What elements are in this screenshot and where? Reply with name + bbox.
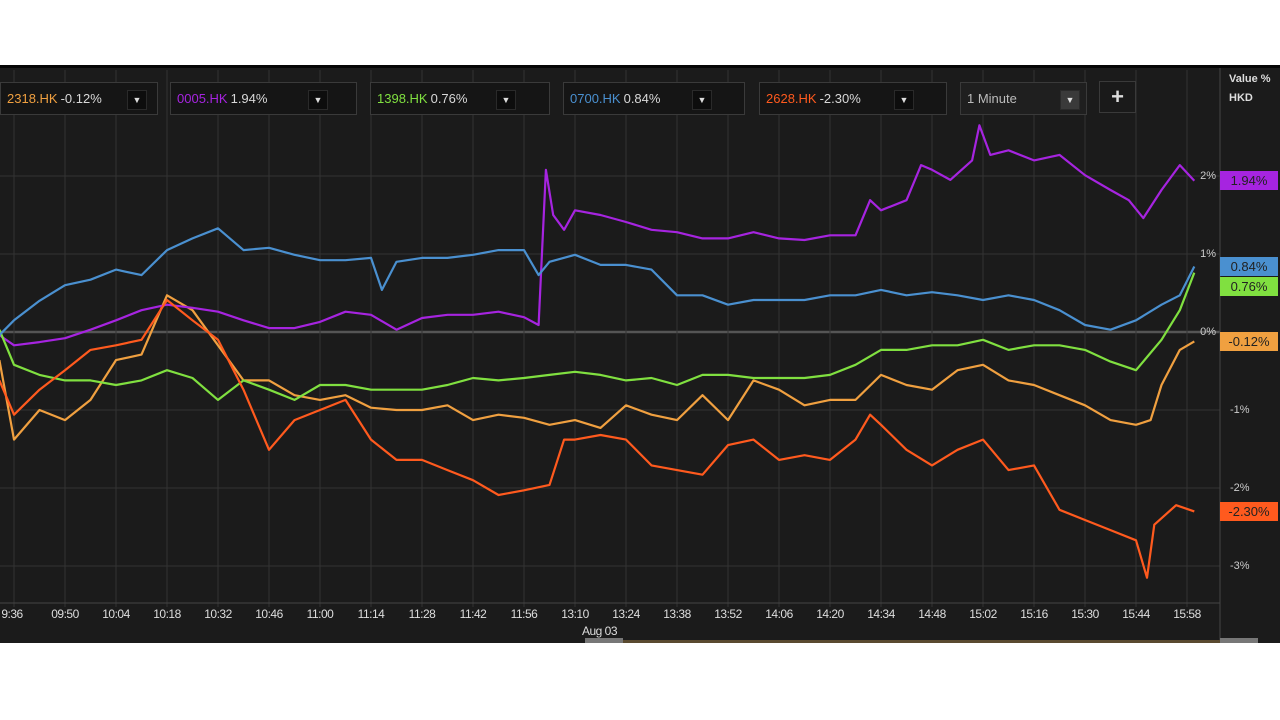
- last-value-badge-2318: -0.12%: [1220, 331, 1278, 351]
- x-tick-label: 14:20: [816, 607, 844, 621]
- series-line-0005: [0, 124, 1196, 347]
- x-tick-label: 15:02: [969, 607, 997, 621]
- x-tick-label: 9:36: [1, 607, 23, 621]
- y-tick-label: 2%: [1200, 169, 1216, 182]
- series-lines: [0, 124, 1196, 579]
- symbol-change: -2.30%: [819, 91, 861, 106]
- x-tick-label: 11:28: [408, 607, 436, 621]
- y-tick-label: 1%: [1200, 247, 1216, 260]
- axis-unit-label: Value %: [1229, 73, 1271, 85]
- x-tick-label: 11:56: [510, 607, 538, 621]
- triangle-down-icon[interactable]: ▼: [894, 90, 914, 110]
- symbol-change: -0.12%: [60, 91, 102, 106]
- y-tick-label: -1%: [1230, 403, 1250, 416]
- y-tick-label: -2%: [1230, 481, 1250, 494]
- add-symbol-button[interactable]: +: [1099, 81, 1136, 113]
- interval-select[interactable]: 1 Minute ▼: [960, 82, 1087, 115]
- symbol-change: 1.94%: [230, 91, 268, 106]
- series-line-0700: [0, 227, 1196, 336]
- currency-label: HKD: [1229, 92, 1253, 104]
- triangle-down-icon[interactable]: ▼: [692, 90, 712, 110]
- symbol-change: 0.76%: [430, 91, 468, 106]
- x-tick-label: 14:34: [867, 607, 895, 621]
- x-tick-label: 09:50: [51, 607, 79, 621]
- last-value-badge-0005: 1.94%: [1220, 171, 1278, 191]
- symbol-ticker: 1398.HK: [377, 91, 428, 106]
- symbol-selector-2318[interactable]: 2318.HK -0.12% ▼: [0, 82, 158, 115]
- series-line-2318: [0, 294, 1195, 441]
- grid: [0, 68, 1221, 643]
- series-line-2628: [0, 298, 1195, 579]
- scrollbar-right-handle[interactable]: [1220, 638, 1258, 643]
- x-tick-label: 15:58: [1173, 607, 1201, 621]
- last-value-badge-2628: -2.30%: [1220, 501, 1278, 521]
- symbol-ticker: 2628.HK: [766, 91, 817, 106]
- x-tick-label: 13:24: [612, 607, 640, 621]
- y-tick-label: -3%: [1230, 559, 1250, 572]
- x-date-label: Aug 03: [582, 624, 618, 638]
- interval-value: 1 Minute: [967, 91, 1017, 106]
- time-scrollbar[interactable]: [585, 640, 1258, 643]
- x-tick-label: 15:30: [1071, 607, 1099, 621]
- series-line-1398: [0, 272, 1196, 401]
- x-tick-label: 13:38: [663, 607, 691, 621]
- x-tick-label: 14:48: [918, 607, 946, 621]
- x-tick-label: 11:42: [459, 607, 487, 621]
- y-tick-label: 0%: [1200, 325, 1216, 338]
- symbol-selector-2628[interactable]: 2628.HK -2.30% ▼: [759, 82, 947, 115]
- x-tick-label: 10:46: [255, 607, 283, 621]
- symbol-selector-0700[interactable]: 0700.HK 0.84% ▼: [563, 82, 745, 115]
- x-tick-label: 15:16: [1020, 607, 1048, 621]
- last-value-badge-1398: 0.76%: [1220, 276, 1278, 296]
- last-value-badge-0700: 0.84%: [1220, 256, 1278, 276]
- triangle-down-icon[interactable]: ▼: [308, 90, 328, 110]
- x-tick-label: 10:04: [102, 607, 130, 621]
- symbol-selector-1398[interactable]: 1398.HK 0.76% ▼: [370, 82, 550, 115]
- triangle-down-icon[interactable]: ▼: [127, 90, 147, 110]
- x-tick-label: 10:18: [153, 607, 181, 621]
- x-tick-label: 11:00: [306, 607, 334, 621]
- symbol-ticker: 0005.HK: [177, 91, 228, 106]
- symbol-change: 0.84%: [623, 91, 661, 106]
- triangle-down-icon[interactable]: ▼: [496, 90, 516, 110]
- symbol-ticker: 0700.HK: [570, 91, 621, 106]
- x-tick-label: 13:10: [561, 607, 589, 621]
- symbol-selector-0005[interactable]: 0005.HK 1.94% ▼: [170, 82, 357, 115]
- x-tick-label: 10:32: [204, 607, 232, 621]
- x-tick-label: 13:52: [714, 607, 742, 621]
- x-tick-label: 14:06: [765, 607, 793, 621]
- scrollbar-left-handle[interactable]: [585, 638, 623, 643]
- x-tick-label: 11:14: [357, 607, 385, 621]
- symbol-ticker: 2318.HK: [7, 91, 58, 106]
- triangle-down-icon[interactable]: ▼: [1060, 90, 1080, 110]
- x-tick-label: 15:44: [1122, 607, 1150, 621]
